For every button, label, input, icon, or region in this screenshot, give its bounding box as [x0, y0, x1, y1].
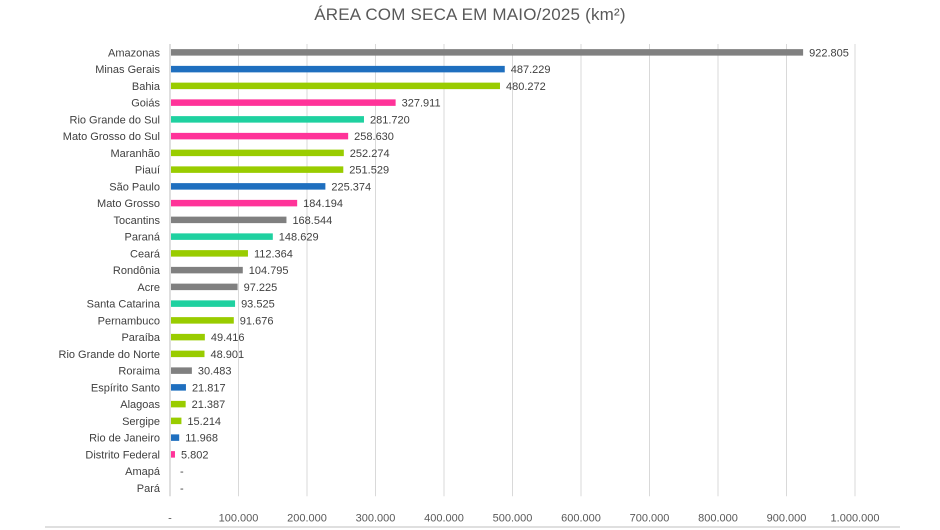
bar	[171, 434, 180, 441]
x-tick-label: 900.000	[767, 512, 807, 524]
category-label: Roraima	[118, 366, 160, 378]
bar	[171, 199, 298, 207]
bar-layer	[171, 49, 804, 458]
bar	[171, 132, 349, 140]
x-tick-label: 400.000	[424, 512, 464, 524]
category-label: Goiás	[131, 98, 160, 110]
category-label: Paraná	[125, 232, 161, 244]
category-label: Mato Grosso do Sul	[63, 131, 160, 143]
bar	[171, 333, 205, 341]
category-label: Mato Grosso	[97, 198, 160, 210]
data-label: 5.802	[181, 449, 209, 461]
bar	[171, 49, 804, 56]
data-label: 49.416	[211, 332, 245, 344]
data-label: -	[180, 483, 184, 495]
x-tick-label: -	[168, 512, 172, 524]
category-label: Rio Grande do Sul	[70, 114, 161, 126]
bar	[171, 451, 175, 458]
category-label: Minas Gerais	[95, 64, 160, 76]
x-tick-label: 700.000	[630, 512, 670, 524]
category-label: Espírito Santo	[91, 382, 160, 394]
bar	[171, 99, 396, 106]
chart-title: ÁREA COM SECA EM MAIO/2025 (km²)	[314, 5, 626, 24]
category-label: Pernambuco	[98, 315, 160, 327]
category-label: Paraíba	[121, 332, 160, 344]
data-label: 922.805	[809, 47, 849, 59]
data-label: 21.387	[192, 399, 226, 411]
data-label: 281.720	[370, 114, 410, 126]
bar	[171, 250, 248, 257]
bar	[171, 65, 505, 73]
category-label: Sergipe	[122, 416, 160, 428]
bar	[171, 317, 234, 324]
x-tick-label: 600.000	[561, 512, 601, 524]
data-label: 91.676	[240, 315, 274, 327]
category-label: Santa Catarina	[87, 299, 161, 311]
x-tick-label: 100.000	[219, 512, 259, 524]
data-label: -	[180, 466, 184, 478]
data-label: 168.544	[292, 215, 332, 227]
data-label: 148.629	[279, 232, 319, 244]
bar	[171, 233, 273, 240]
bar	[171, 166, 344, 173]
category-label: Rondônia	[113, 265, 161, 277]
bar	[171, 300, 236, 307]
data-label: 30.483	[198, 366, 232, 378]
category-label: Rio Grande do Norte	[59, 349, 161, 361]
data-label: 184.194	[303, 198, 343, 210]
bar	[171, 116, 364, 123]
bar	[171, 82, 500, 90]
bar	[171, 149, 344, 157]
bar	[171, 400, 186, 408]
data-label: 11.968	[185, 433, 218, 445]
category-label: Piauí	[135, 165, 160, 177]
data-label: 15.214	[187, 416, 221, 428]
category-label: Amazonas	[108, 47, 160, 59]
data-label: 48.901	[210, 349, 244, 361]
x-axis-ticks: - 100.000 200.000 300.000 400.000 500.000 600.…	[168, 512, 879, 524]
category-label: Acre	[137, 282, 160, 294]
category-label: Rio de Janeiro	[89, 433, 160, 445]
category-label: Maranhão	[110, 148, 160, 160]
x-tick-label: 500.000	[493, 512, 533, 524]
bar	[171, 266, 243, 274]
bar	[171, 350, 205, 358]
x-tick-label: 800.000	[698, 512, 738, 524]
x-tick-label: 300.000	[356, 512, 396, 524]
category-label: Amapá	[125, 466, 161, 478]
bar	[171, 283, 238, 291]
data-label: 258.630	[354, 131, 394, 143]
bar	[171, 367, 192, 374]
bar	[171, 384, 186, 391]
data-label: 112.364	[254, 248, 293, 260]
category-label: Distrito Federal	[85, 449, 160, 461]
data-label: 93.525	[241, 299, 275, 311]
data-label: 251.529	[349, 165, 389, 177]
category-label: Alagoas	[120, 399, 160, 411]
data-label: 487.229	[511, 64, 551, 76]
bar	[171, 183, 326, 190]
category-label: São Paulo	[109, 181, 160, 193]
x-tick-label: 1.000.000	[831, 512, 880, 524]
data-label: 480.272	[506, 81, 546, 93]
data-label: 225.374	[331, 181, 371, 193]
data-label: 21.817	[192, 382, 226, 394]
data-label: 104.795	[249, 265, 289, 277]
category-label: Tocantins	[114, 215, 161, 227]
data-label: 252.274	[350, 148, 390, 160]
data-label: 327.911	[402, 98, 441, 110]
category-label: Ceará	[130, 248, 161, 260]
bar	[171, 417, 182, 425]
label-layer: Amazonas 922.805 Minas Gerais 487.229 Bahia 4…	[59, 47, 849, 495]
data-label: 97.225	[244, 282, 278, 294]
category-label: Bahia	[132, 81, 161, 93]
x-tick-label: 200.000	[287, 512, 327, 524]
category-label: Pará	[137, 483, 161, 495]
bar	[171, 216, 287, 224]
